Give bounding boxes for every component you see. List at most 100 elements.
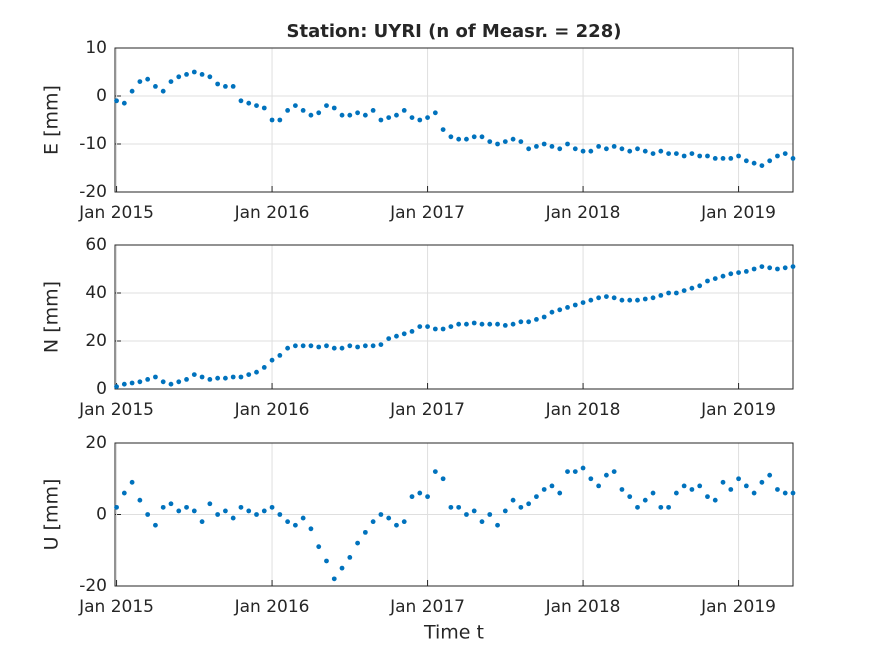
data-point xyxy=(775,487,780,492)
data-point xyxy=(502,508,508,514)
data-point xyxy=(611,144,617,149)
data-point xyxy=(541,487,547,492)
data-point xyxy=(681,153,687,159)
data-point xyxy=(316,544,322,550)
data-point xyxy=(285,108,291,113)
data-point xyxy=(681,288,687,293)
data-point xyxy=(246,372,252,377)
y-tick-label: -20 xyxy=(79,576,107,596)
data-point xyxy=(782,490,788,496)
data-point xyxy=(440,326,446,332)
data-point xyxy=(526,319,532,325)
data-point xyxy=(269,357,275,363)
data-point xyxy=(689,151,695,157)
data-point xyxy=(254,369,259,375)
data-point xyxy=(137,379,143,385)
data-point xyxy=(160,504,166,510)
data-point xyxy=(199,374,205,380)
data-point xyxy=(549,309,555,315)
data-point xyxy=(588,297,594,303)
x-tick-label: Jan 2017 xyxy=(389,400,465,420)
data-point xyxy=(541,314,547,320)
data-point xyxy=(394,522,399,528)
data-point xyxy=(355,540,360,546)
data-point xyxy=(611,295,617,301)
data-point xyxy=(184,72,189,77)
data-point xyxy=(588,476,594,482)
data-point xyxy=(176,379,182,385)
data-point xyxy=(191,69,197,75)
data-point xyxy=(394,112,399,118)
x-tick-label: Jan 2019 xyxy=(700,203,776,223)
data-point xyxy=(635,146,640,152)
data-point xyxy=(316,110,322,116)
y-tick-label: 0 xyxy=(96,379,107,399)
data-point xyxy=(386,115,392,120)
data-point xyxy=(114,384,119,389)
data-point xyxy=(681,483,687,489)
data-point xyxy=(308,526,314,532)
data-point xyxy=(347,555,353,560)
data-point xyxy=(541,141,547,147)
data-point xyxy=(121,490,127,496)
data-point xyxy=(425,115,430,120)
data-point xyxy=(370,108,376,113)
data-point xyxy=(650,151,656,157)
data-point xyxy=(362,112,368,118)
data-point xyxy=(526,501,532,507)
data-point xyxy=(518,319,524,325)
data-point xyxy=(417,117,423,123)
data-point xyxy=(184,504,189,510)
data-point xyxy=(114,98,119,104)
data-point xyxy=(619,297,625,303)
y-tick-label: 0 xyxy=(96,86,107,106)
data-point xyxy=(339,565,345,571)
data-point xyxy=(666,151,671,157)
data-point xyxy=(129,88,135,94)
data-point xyxy=(121,381,127,387)
data-point xyxy=(580,465,586,471)
data-point xyxy=(261,365,267,370)
data-point xyxy=(557,146,563,152)
data-point xyxy=(339,345,345,351)
data-point xyxy=(464,321,469,327)
data-point xyxy=(534,144,539,149)
y-axis-label: N [mm] xyxy=(41,281,63,353)
data-point xyxy=(215,375,221,381)
data-point xyxy=(666,504,671,510)
data-point xyxy=(378,117,384,123)
y-tick-label: 0 xyxy=(96,505,107,525)
data-point xyxy=(316,344,322,350)
x-tick-label: Jan 2019 xyxy=(700,400,776,420)
data-point xyxy=(619,487,625,492)
data-point xyxy=(767,158,773,164)
x-tick-label: Jan 2015 xyxy=(78,400,154,420)
data-point xyxy=(736,153,741,159)
data-point xyxy=(471,320,477,326)
data-point xyxy=(658,148,664,154)
data-point xyxy=(207,74,213,80)
data-point xyxy=(145,377,151,382)
data-point xyxy=(627,297,633,303)
data-point xyxy=(487,512,493,517)
data-point xyxy=(285,345,291,351)
data-point xyxy=(689,487,695,492)
data-point xyxy=(176,508,182,514)
data-point xyxy=(557,307,563,313)
data-point xyxy=(378,342,384,347)
data-point xyxy=(145,76,151,82)
data-point xyxy=(689,285,695,291)
data-point xyxy=(432,110,438,116)
data-point xyxy=(720,273,726,279)
data-point xyxy=(705,278,710,284)
x-tick-label: Jan 2015 xyxy=(78,597,154,617)
data-point xyxy=(495,321,500,327)
data-point xyxy=(456,321,462,327)
data-point xyxy=(129,479,135,485)
data-point xyxy=(767,472,773,478)
data-point xyxy=(775,266,780,272)
data-point xyxy=(549,144,555,149)
data-point xyxy=(347,343,353,349)
data-point xyxy=(479,519,485,525)
data-point xyxy=(230,515,236,521)
